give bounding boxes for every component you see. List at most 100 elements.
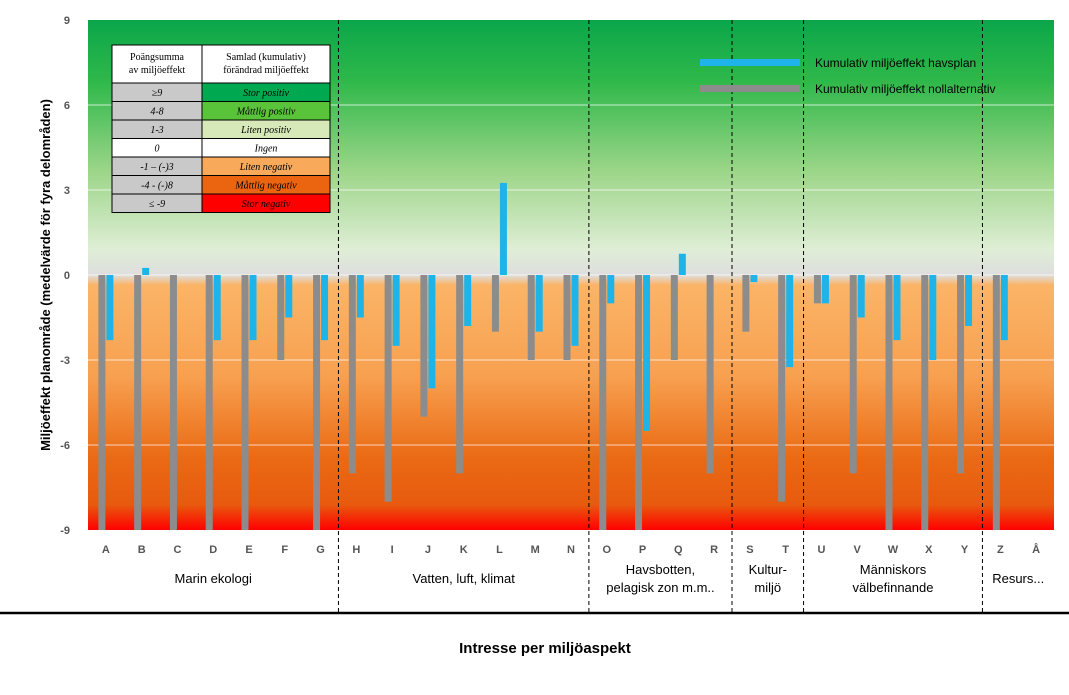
bar-nollalternativ-X	[921, 275, 929, 530]
bar-nollalternativ-J	[420, 275, 428, 417]
table-label: Liten negativ	[239, 162, 293, 173]
bar-nollalternativ-C	[169, 275, 177, 530]
category-label-S: S	[746, 544, 753, 556]
bar-nollalternativ-Y	[957, 275, 965, 474]
bar-nollalternativ-V	[849, 275, 857, 474]
bar-nollalternativ-K	[456, 275, 464, 474]
table-score: 4-8	[150, 107, 163, 118]
table-label: Måttlig negativ	[234, 181, 297, 192]
category-label-Å: Å	[1032, 543, 1040, 556]
category-label-R: R	[710, 544, 718, 556]
table-score: -4 - (-)8	[141, 181, 173, 192]
table-header	[111, 44, 331, 84]
group-label: Havsbotten,	[626, 562, 695, 577]
y-axis-label: Miljöeffekt planområde (medelvärde för f…	[38, 99, 53, 451]
bar-havsplan-J	[428, 275, 436, 389]
bar-havsplan-T	[786, 275, 794, 368]
bar-nollalternativ-Z	[992, 275, 1000, 530]
bar-nollalternativ-D	[205, 275, 213, 530]
bar-havsplan-P	[643, 275, 651, 431]
table-header-text: förändrad miljöeffekt	[223, 65, 309, 76]
bar-havsplan-E	[249, 275, 257, 341]
bar-nollalternativ-P	[635, 275, 643, 530]
legend-swatch	[700, 59, 800, 66]
table-label: Stor positiv	[243, 88, 289, 99]
bar-havsplan-G	[321, 275, 329, 341]
bar-havsplan-M	[535, 275, 543, 332]
bar-havsplan-F	[285, 275, 293, 318]
bar-havsplan-Q	[678, 253, 686, 275]
group-label: Människors	[860, 562, 927, 577]
table-score: ≥9	[152, 88, 163, 99]
bar-havsplan-U	[821, 275, 829, 304]
bar-nollalternativ-A	[98, 275, 106, 530]
bar-nollalternativ-Q	[670, 275, 678, 360]
category-label-L: L	[496, 544, 503, 556]
table-label: Ingen	[254, 144, 278, 155]
category-label-I: I	[391, 544, 394, 556]
group-label: Kultur-	[749, 562, 787, 577]
category-label-F: F	[281, 544, 288, 556]
category-label-U: U	[817, 544, 825, 556]
group-labels: Marin ekologi Vatten, luft, klimat Havsbot…	[175, 562, 1045, 595]
group-label: Resurs...	[992, 571, 1044, 586]
category-label-M: M	[531, 544, 540, 556]
category-label-K: K	[460, 544, 468, 556]
category-label-O: O	[602, 544, 611, 556]
category-label-V: V	[854, 544, 862, 556]
bar-nollalternativ-U	[813, 275, 821, 304]
group-separators	[337, 20, 983, 612]
group-label: Marin ekologi	[175, 571, 252, 586]
bar-nollalternativ-M	[527, 275, 535, 360]
category-label-G: G	[316, 544, 325, 556]
category-label-X: X	[925, 544, 933, 556]
bar-nollalternativ-I	[384, 275, 392, 502]
bar-havsplan-V	[857, 275, 865, 318]
category-label-P: P	[639, 544, 646, 556]
table-header-text: Samlad (kumulativ)	[226, 52, 306, 63]
category-label-C: C	[173, 544, 181, 556]
table-label: Stor negativ	[242, 199, 291, 210]
table-score: ≤ -9	[149, 199, 165, 210]
category-label-H: H	[352, 544, 360, 556]
bar-havsplan-Y	[965, 275, 973, 326]
bar-havsplan-Z	[1000, 275, 1008, 341]
bar-nollalternativ-S	[742, 275, 750, 332]
bar-nollalternativ-O	[599, 275, 607, 530]
bar-nollalternativ-G	[313, 275, 321, 530]
legend-swatch	[700, 85, 800, 92]
bar-havsplan-I	[392, 275, 400, 346]
score-table: Poängsumma av miljöeffekt Samlad (kumulati…	[111, 44, 331, 213]
bar-nollalternativ-E	[241, 275, 249, 530]
y-tick-label: -3	[60, 355, 70, 367]
bar-nollalternativ-H	[348, 275, 356, 474]
bar-havsplan-A	[106, 275, 114, 341]
y-tick-label: 9	[64, 15, 70, 27]
bar-nollalternativ-W	[885, 275, 893, 530]
table-label: Måttlig positiv	[236, 107, 296, 118]
y-tick-label: 0	[64, 270, 70, 282]
table-score: 0	[155, 144, 160, 155]
bar-havsplan-N	[571, 275, 579, 346]
category-label-B: B	[138, 544, 146, 556]
table-score: -1 – (-)3	[140, 162, 173, 173]
group-label: pelagisk zon m.m..	[606, 580, 714, 595]
bar-havsplan-O	[607, 275, 615, 304]
bar-havsplan-K	[464, 275, 472, 326]
legend: Kumulativ miljöeffekt havsplan Kumulativ …	[700, 56, 996, 96]
category-label-Y: Y	[961, 544, 969, 556]
table-score: 1-3	[150, 125, 163, 136]
bar-nollalternativ-B	[134, 275, 142, 530]
group-label: Vatten, luft, klimat	[412, 571, 515, 586]
category-label-J: J	[425, 544, 431, 556]
bar-havsplan-S	[750, 275, 758, 283]
category-label-Z: Z	[997, 544, 1004, 556]
bar-nollalternativ-T	[778, 275, 786, 502]
y-tick-label: -9	[60, 525, 70, 537]
table-header-text: av miljöeffekt	[129, 65, 185, 76]
bar-havsplan-H	[356, 275, 364, 318]
table-label-cell	[201, 193, 331, 213]
group-label: välbefinnande	[853, 580, 934, 595]
y-tick-label: 6	[64, 100, 70, 112]
bar-havsplan-L	[499, 182, 507, 275]
